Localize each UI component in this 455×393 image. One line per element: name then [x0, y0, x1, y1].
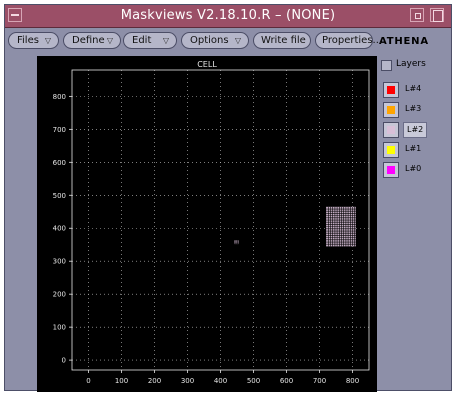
layer-name-label: L#3: [405, 104, 422, 113]
swatch-fill: [387, 86, 395, 94]
layer-row-l3[interactable]: L#3: [383, 102, 449, 118]
layer-row-l2[interactable]: L#2: [383, 122, 449, 138]
layer-name-label: L#0: [405, 164, 422, 173]
y-tick-label: 300: [53, 258, 66, 266]
layers-toggle-checkbox[interactable]: [381, 60, 392, 71]
dropdown-arrow-icon: ▽: [44, 36, 51, 45]
files-menu-button[interactable]: Files ▽: [8, 32, 59, 49]
layer-row-l4[interactable]: L#4: [383, 82, 449, 98]
layer-color-swatch[interactable]: [383, 102, 399, 118]
layout-canvas[interactable]: 0 100 200 300 400 500 600 700 800 0 100 200 300 400 50…: [37, 56, 377, 392]
swatch-fill: [387, 106, 395, 114]
layers-title: Layers: [396, 59, 426, 69]
y-tick-label: 200: [53, 291, 66, 299]
dropdown-arrow-icon: ▽: [234, 36, 241, 45]
layer-color-swatch[interactable]: [383, 122, 399, 138]
mask-shape-0[interactable]: [326, 206, 356, 247]
swatch-fill: [387, 126, 395, 134]
properties-button[interactable]: Properties...: [315, 32, 382, 49]
athena-label: ATHENA: [379, 36, 429, 47]
define-menu-label: Define: [72, 35, 105, 46]
define-menu-button[interactable]: Define ▽: [63, 32, 121, 49]
dropdown-arrow-icon: ▽: [106, 36, 113, 45]
mask-shape-1[interactable]: [234, 240, 239, 245]
y-tick-label: 100: [53, 324, 66, 332]
files-menu-label: Files: [17, 35, 39, 46]
minimize-button[interactable]: [410, 8, 424, 22]
y-tick-label: 700: [53, 126, 66, 134]
write-file-button[interactable]: Write file: [253, 32, 311, 49]
menu-bar: Files ▽ Define ▽ Edit ▽ Options ▽ Write …: [5, 28, 451, 54]
edit-menu-button[interactable]: Edit ▽: [123, 32, 177, 49]
cell-label: CELL: [197, 60, 217, 69]
x-tick-label: 300: [181, 377, 194, 385]
x-tick-label: 600: [280, 377, 293, 385]
x-tick-label: 200: [148, 377, 161, 385]
x-tick-label: 700: [313, 377, 326, 385]
layer-name-label: L#4: [405, 84, 422, 93]
y-tick-label: 500: [53, 192, 66, 200]
options-menu-label: Options: [190, 35, 229, 46]
x-tick-label: 800: [346, 377, 359, 385]
layer-row-l1[interactable]: L#1: [383, 142, 449, 158]
swatch-fill: [387, 146, 395, 154]
layers-panel: Layers L#4 L#3 L#2 L#1 L#0: [377, 56, 451, 216]
options-menu-button[interactable]: Options ▽: [181, 32, 249, 49]
layer-name-label: L#2: [403, 122, 428, 138]
y-tick-label: 0: [62, 357, 66, 365]
layout-plot[interactable]: 0 100 200 300 400 500 600 700 800 0 100 200 300 400 50…: [37, 56, 377, 392]
dropdown-arrow-icon: ▽: [162, 36, 169, 45]
window-title: Maskviews V2.18.10.R – (NONE): [120, 8, 336, 23]
write-file-label: Write file: [261, 35, 306, 46]
title-bar[interactable]: Maskviews V2.18.10.R – (NONE): [5, 5, 451, 28]
y-tick-label: 800: [53, 93, 66, 101]
x-tick-label: 500: [247, 377, 260, 385]
layer-color-swatch[interactable]: [383, 142, 399, 158]
maskviews-window: Maskviews V2.18.10.R – (NONE) Files ▽ De…: [4, 4, 452, 392]
y-tick-label: 600: [53, 159, 66, 167]
layer-name-label: L#1: [405, 144, 422, 153]
x-tick-label: 100: [115, 377, 128, 385]
window-menu-button[interactable]: [8, 8, 22, 22]
swatch-fill: [387, 166, 395, 174]
edit-menu-label: Edit: [132, 35, 152, 46]
layer-color-swatch[interactable]: [383, 82, 399, 98]
layer-color-swatch[interactable]: [383, 162, 399, 178]
x-tick-label: 0: [86, 377, 90, 385]
y-tick-label: 400: [53, 225, 66, 233]
x-tick-label: 400: [214, 377, 227, 385]
properties-label: Properties...: [322, 35, 383, 46]
maximize-button[interactable]: [430, 8, 444, 22]
layer-row-l0[interactable]: L#0: [383, 162, 449, 178]
